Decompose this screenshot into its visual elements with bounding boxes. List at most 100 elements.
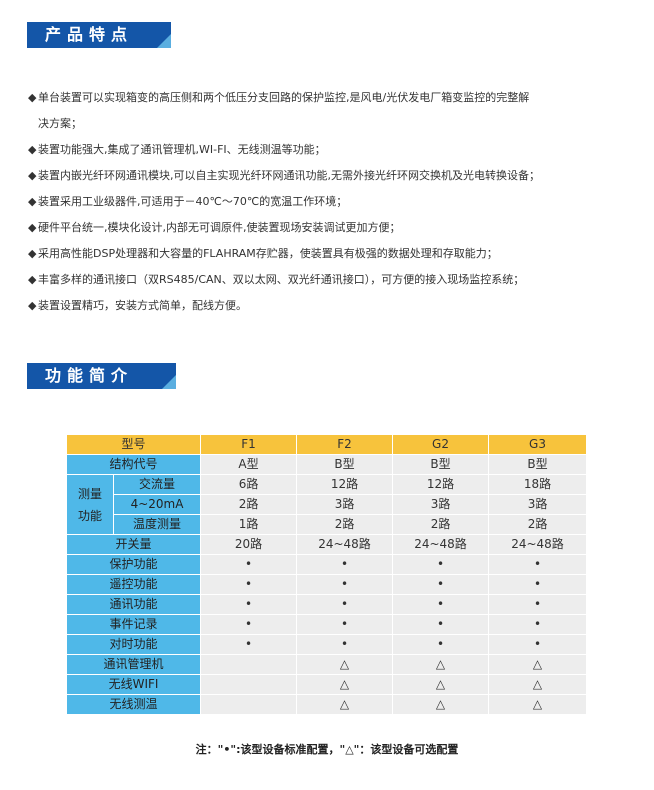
row-label-cell: 温度测量 (112, 514, 202, 535)
table-row: 对时功能 • • • • (65, 634, 588, 655)
data-cell: • (296, 594, 394, 615)
data-cell: B型 (488, 454, 588, 475)
feature-text: 装置采用工业级器件,可适用于－40℃～70℃的宽温工作环境； (38, 195, 348, 208)
data-cell: 2路 (200, 494, 298, 515)
feature-item: ◆ 单台装置可以实现箱变的高压侧和两个低压分支回路的保护监控,是风电/光伏发电厂箱… (28, 88, 648, 114)
data-cell: • (392, 634, 490, 655)
row-label-cell: 保护功能 (65, 554, 202, 575)
data-cell: △ (392, 674, 490, 695)
row-label-cell: 通讯管理机 (65, 654, 202, 675)
table-header-row: 型号 F1 F2 G2 G3 (65, 434, 588, 455)
diamond-bullet-icon: ◆ (28, 195, 37, 208)
group-label-cell: 测量 功能 (66, 474, 114, 535)
data-cell: △ (488, 654, 588, 675)
data-cell: • (296, 574, 394, 595)
data-cell: • (296, 614, 394, 635)
data-cell (200, 694, 298, 715)
data-cell: • (200, 614, 298, 635)
row-label-cell: 开关量 (65, 534, 202, 555)
data-cell: • (200, 574, 298, 595)
feature-text: 单台装置可以实现箱变的高压侧和两个低压分支回路的保护监控,是风电/光伏发电厂箱变… (38, 91, 530, 104)
header-cell: F2 (296, 434, 394, 455)
data-cell: 2路 (392, 514, 490, 535)
table-row: 事件记录 • • • • (65, 614, 588, 635)
feature-text: 装置功能强大,集成了通讯管理机,WI-FI、无线测温等功能； (38, 143, 326, 156)
feature-item: ◆ 装置设置精巧，安装方式简单，配线方便。 (28, 296, 648, 322)
data-cell: B型 (296, 454, 394, 475)
table-row: 遥控功能 • • • • (65, 574, 588, 595)
data-cell: △ (392, 654, 490, 675)
table-row: 无线测温 △ △ △ (65, 694, 588, 715)
feature-text: 装置内嵌光纤环网通讯模块,可以自主实现光纤环网通讯功能,无需外接光纤环网交换机及… (38, 169, 540, 182)
data-cell: △ (488, 694, 588, 715)
data-cell: 24~48路 (488, 534, 588, 555)
header-cell: 型号 (65, 434, 202, 455)
data-cell: 12路 (392, 474, 490, 495)
data-cell: 1路 (200, 514, 298, 535)
data-cell: • (296, 634, 394, 655)
data-cell: 2路 (488, 514, 588, 535)
table-row: 开关量 20路 24~48路 24~48路 24~48路 (65, 534, 588, 555)
section-title-text: 功能简介 (45, 366, 134, 385)
data-cell: • (392, 554, 490, 575)
table-row: 通讯功能 • • • • (65, 594, 588, 615)
feature-item: ◆ 丰富多样的通讯接口（双RS485/CAN、双以太网、双光纤通讯接口），可方便的… (28, 270, 648, 296)
table-row: 无线WIFI △ △ △ (65, 674, 588, 695)
data-cell: • (200, 594, 298, 615)
diamond-bullet-icon: ◆ (28, 299, 37, 312)
data-cell (200, 674, 298, 695)
table-row: 结构代号 A型 B型 B型 B型 (65, 454, 588, 475)
data-cell: 3路 (296, 494, 394, 515)
data-cell: • (488, 634, 588, 655)
data-cell: • (200, 554, 298, 575)
row-label-cell: 对时功能 (65, 634, 202, 655)
feature-item: ◆ 装置功能强大,集成了通讯管理机,WI-FI、无线测温等功能； (28, 140, 648, 166)
feature-item: 决方案； (28, 114, 648, 140)
table-row: 温度测量 1路 2路 2路 2路 (67, 514, 588, 535)
feature-text: 丰富多样的通讯接口（双RS485/CAN、双以太网、双光纤通讯接口），可方便的接… (38, 273, 525, 286)
data-cell: A型 (200, 454, 298, 475)
header-cell: F1 (200, 434, 298, 455)
diamond-bullet-icon: ◆ (28, 143, 37, 156)
table-row: 测量 功能 交流量 6路 12路 12路 18路 (66, 474, 588, 535)
data-cell: • (392, 594, 490, 615)
feature-text: 装置设置精巧，安装方式简单，配线方便。 (38, 299, 247, 312)
data-cell: 24~48路 (392, 534, 490, 555)
data-cell: 24~48路 (296, 534, 394, 555)
diamond-bullet-icon: ◆ (28, 91, 37, 104)
data-cell: 3路 (488, 494, 588, 515)
row-label-cell: 遥控功能 (65, 574, 202, 595)
data-cell: • (392, 574, 490, 595)
section-title-text: 产品特点 (45, 25, 134, 44)
diamond-bullet-icon: ◆ (28, 169, 37, 182)
diamond-bullet-icon: ◆ (28, 221, 37, 234)
row-label-cell: 无线WIFI (65, 674, 202, 695)
feature-item: ◆ 采用高性能DSP处理器和大容量的FLAHRAM存贮器，使装置具有极强的数据处理… (28, 244, 648, 270)
row-label-cell: 无线测温 (65, 694, 202, 715)
feature-item: ◆ 硬件平台统一,模块化设计,内部无可调原件,使装置现场安装调试更加方便； (28, 218, 648, 244)
data-cell: • (488, 614, 588, 635)
row-label-cell: 事件记录 (65, 614, 202, 635)
data-cell: B型 (392, 454, 490, 475)
corner-fold-decoration (157, 34, 171, 48)
row-label-cell: 交流量 (112, 474, 202, 495)
data-cell: 12路 (296, 474, 394, 495)
row-label-cell: 结构代号 (65, 454, 202, 475)
data-cell (200, 654, 298, 675)
feature-list: ◆ 单台装置可以实现箱变的高压侧和两个低压分支回路的保护监控,是风电/光伏发电厂箱… (28, 88, 648, 322)
feature-text: 采用高性能DSP处理器和大容量的FLAHRAM存贮器，使装置具有极强的数据处理和… (38, 247, 498, 260)
data-cell: • (296, 554, 394, 575)
data-cell: 2路 (296, 514, 394, 535)
section-title-features: 产品特点 (27, 22, 171, 48)
feature-item: ◆ 装置内嵌光纤环网通讯模块,可以自主实现光纤环网通讯功能,无需外接光纤环网交换机… (28, 166, 648, 192)
diamond-bullet-icon: ◆ (28, 247, 37, 260)
row-label-cell: 4~20mA (112, 494, 202, 515)
data-cell: • (392, 614, 490, 635)
data-cell: • (200, 634, 298, 655)
data-cell: △ (392, 694, 490, 715)
data-cell: 3路 (392, 494, 490, 515)
data-cell: • (488, 574, 588, 595)
data-cell: • (488, 554, 588, 575)
table-row: 保护功能 • • • • (65, 554, 588, 575)
data-cell: △ (488, 674, 588, 695)
